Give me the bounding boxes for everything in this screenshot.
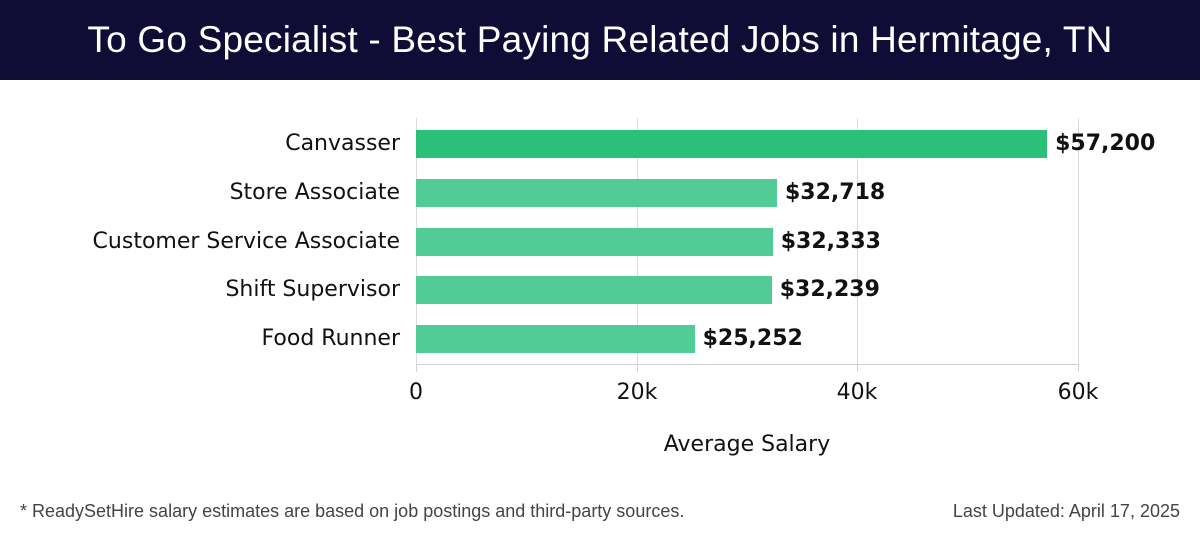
x-tick (1078, 364, 1079, 372)
x-tick (637, 364, 638, 372)
bar-value-label: $32,239 (779, 277, 880, 302)
last-updated: Last Updated: April 17, 2025 (952, 501, 1180, 521)
gridline (857, 118, 858, 364)
category-label: Customer Service Associate (92, 229, 400, 254)
category-label: Food Runner (261, 326, 400, 351)
category-label: Shift Supervisor (225, 277, 400, 302)
chart-header: To Go Specialist - Best Paying Related J… (0, 0, 1200, 80)
bar-value-label: $32,718 (784, 180, 886, 205)
category-label: Canvasser (285, 131, 400, 156)
x-tick-label: 40k (836, 380, 878, 405)
x-tick-label: 20k (616, 380, 658, 405)
x-axis-line (416, 364, 1078, 365)
category-label: Store Associate (229, 180, 400, 205)
x-tick-label: 0 (409, 380, 423, 405)
x-axis-label: Average Salary (663, 432, 831, 457)
x-tick (416, 364, 417, 372)
plot-area: $57,200 $32,718 $32,333 $32,239 $25,252 (416, 118, 1155, 372)
bar (416, 228, 773, 256)
x-tick (857, 364, 858, 372)
gridline (1078, 118, 1079, 364)
bar-value-label: $25,252 (702, 326, 803, 351)
x-tick-label: 60k (1057, 380, 1099, 405)
footnote: * ReadySetHire salary estimates are base… (20, 501, 685, 521)
bar (416, 179, 777, 207)
bar (416, 325, 695, 353)
chart-title: To Go Specialist - Best Paying Related J… (87, 19, 1113, 60)
bar (416, 130, 1048, 158)
bar-value-label: $32,333 (780, 229, 881, 254)
bar (416, 276, 772, 304)
bar-value-label: $57,200 (1055, 131, 1156, 156)
